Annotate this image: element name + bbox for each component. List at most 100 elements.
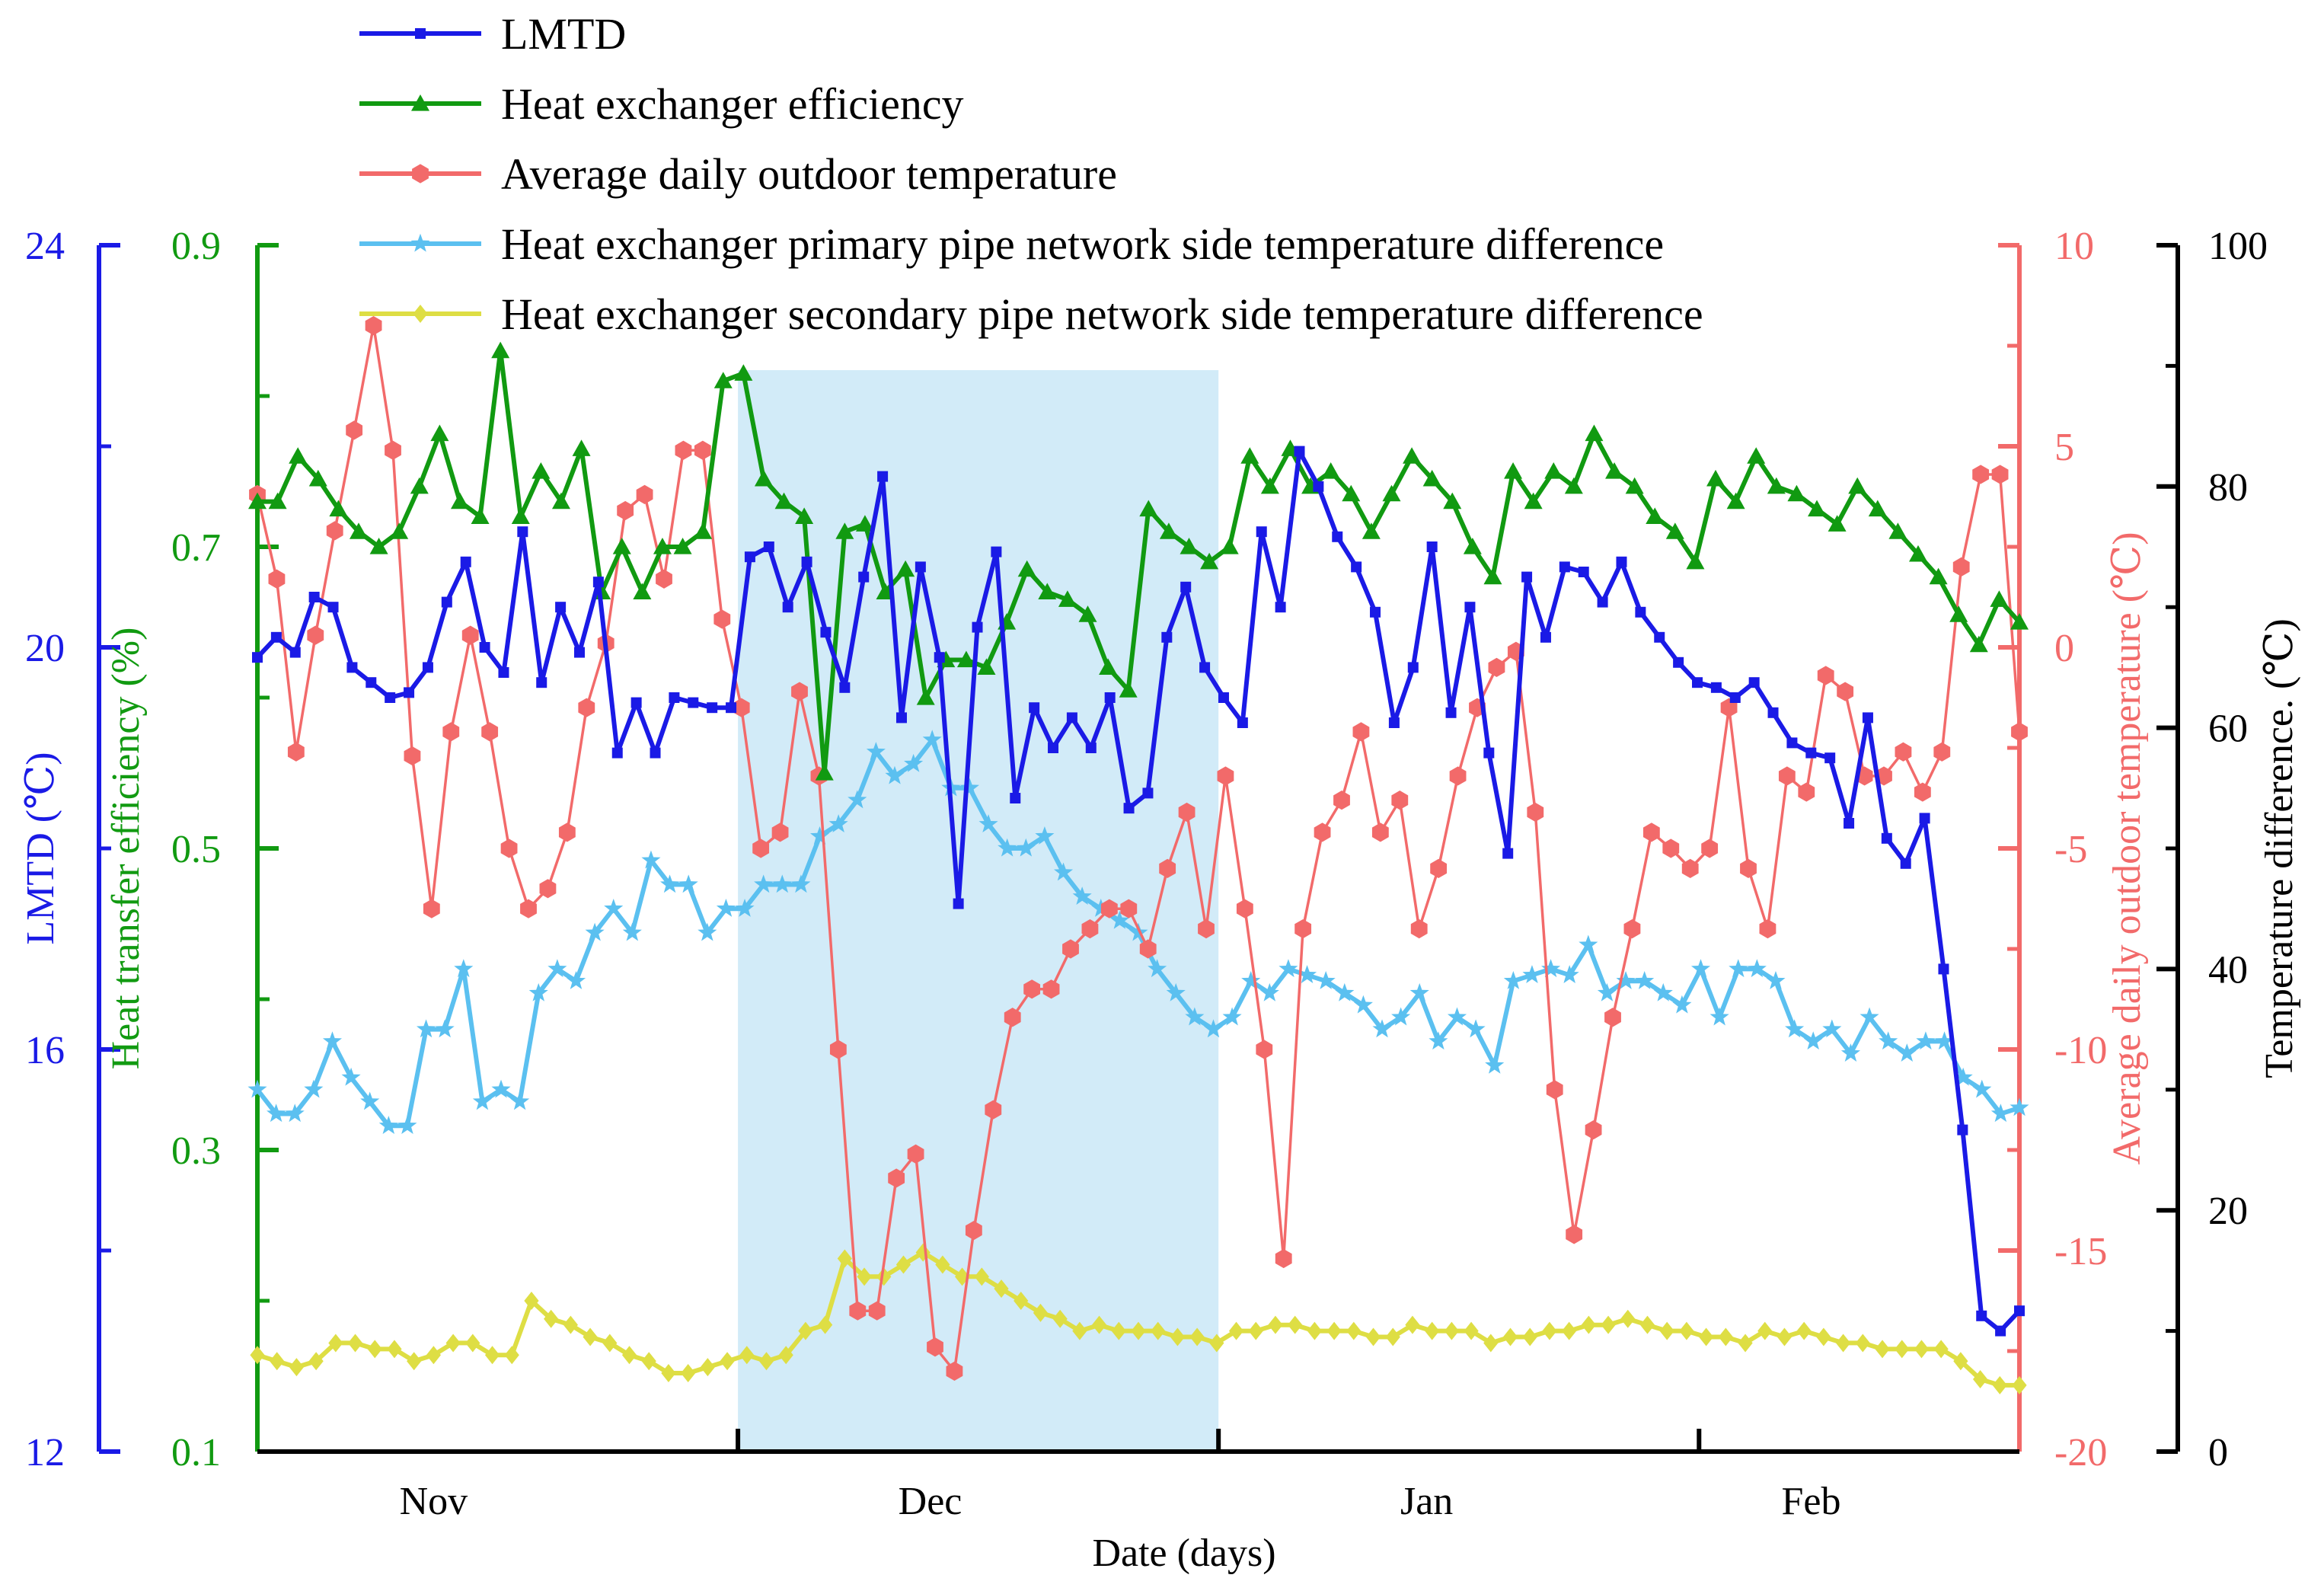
data-point bbox=[1916, 1031, 1936, 1050]
data-point bbox=[1564, 477, 1583, 494]
data-point bbox=[347, 1334, 363, 1353]
data-point bbox=[935, 1255, 950, 1274]
y-tick-label-temp: 0 bbox=[2054, 627, 2074, 670]
data-point bbox=[1778, 766, 1796, 786]
data-point bbox=[1313, 481, 1324, 492]
y-axis-title-diff: Temperature difference. (℃) bbox=[2258, 618, 2301, 1078]
data-point bbox=[1969, 635, 1988, 653]
x-tick-label: Nov bbox=[400, 1480, 468, 1523]
data-point bbox=[1403, 447, 1422, 464]
data-point bbox=[1120, 899, 1138, 918]
data-point bbox=[1279, 959, 1298, 978]
y-tick-label-diff: 80 bbox=[2208, 466, 2248, 509]
data-point bbox=[308, 592, 320, 602]
data-point bbox=[472, 1091, 492, 1110]
data-point bbox=[498, 667, 509, 678]
legend-label: Average daily outdoor temperature bbox=[501, 149, 1117, 199]
data-point bbox=[1824, 752, 1836, 764]
data-point bbox=[1623, 919, 1641, 939]
data-point bbox=[1483, 567, 1502, 585]
x-axis: Nov Dec Jan Feb Date (days) bbox=[257, 1429, 2019, 1575]
data-point bbox=[2011, 722, 2028, 742]
data-point bbox=[1081, 919, 1099, 939]
data-point bbox=[778, 1346, 793, 1365]
data-point bbox=[1142, 787, 1154, 799]
data-point bbox=[1189, 1327, 1205, 1346]
data-point bbox=[946, 1361, 963, 1381]
data-point bbox=[1679, 1321, 1694, 1340]
data-point bbox=[1718, 1327, 1733, 1346]
data-point bbox=[1895, 742, 1912, 762]
data-point bbox=[441, 596, 452, 608]
data-point bbox=[641, 1352, 656, 1371]
data-point bbox=[858, 571, 870, 583]
data-point bbox=[1933, 742, 1951, 762]
data-point bbox=[1844, 818, 1855, 829]
y-tick-label-lmtd: 12 bbox=[25, 1431, 65, 1474]
data-point bbox=[285, 1104, 305, 1123]
y-axis-title-temp: Average daily outdoor temperature (℃) bbox=[2105, 532, 2149, 1164]
data-point bbox=[1798, 782, 1815, 802]
data-point bbox=[1672, 995, 1692, 1014]
data-point bbox=[1879, 1031, 1898, 1050]
data-point bbox=[791, 682, 808, 701]
y-tick-label-lmtd: 16 bbox=[25, 1029, 65, 1072]
y-tick-label-temp: -20 bbox=[2054, 1431, 2107, 1474]
data-point bbox=[1203, 1019, 1224, 1038]
data-point bbox=[1485, 1055, 1505, 1074]
data-point bbox=[602, 1334, 618, 1353]
data-point bbox=[1430, 858, 1448, 878]
data-point bbox=[694, 440, 711, 460]
data-point bbox=[1585, 1120, 1602, 1140]
y-axis-eff: 0.1 0.3 0.5 0.7 0.9 Heat transfer efficiency … bbox=[104, 225, 279, 1474]
data-point bbox=[752, 839, 770, 858]
data-point bbox=[1464, 602, 1476, 613]
data-point bbox=[829, 1040, 847, 1059]
legend: LMTD Heat exchanger efficiency Average dai… bbox=[359, 9, 1703, 339]
data-point bbox=[669, 692, 680, 703]
data-point bbox=[1976, 1310, 1987, 1321]
data-point bbox=[1503, 971, 1523, 989]
data-point bbox=[270, 1352, 285, 1371]
data-point bbox=[1180, 538, 1199, 554]
data-point bbox=[904, 753, 924, 772]
data-point bbox=[1546, 1080, 1563, 1100]
data-point bbox=[1260, 477, 1279, 494]
series-eff-1 bbox=[248, 341, 2029, 781]
data-point bbox=[1370, 606, 1381, 618]
data-point bbox=[617, 500, 634, 521]
data-point bbox=[1740, 858, 1757, 878]
data-point bbox=[1786, 737, 1798, 749]
data-point bbox=[366, 677, 377, 688]
y-tick-label-eff: 0.3 bbox=[171, 1129, 221, 1173]
data-point bbox=[1662, 839, 1680, 858]
data-point bbox=[1581, 1315, 1596, 1334]
data-point bbox=[1914, 1340, 1930, 1359]
data-point bbox=[837, 1249, 852, 1268]
data-point bbox=[1488, 657, 1505, 677]
series-layer bbox=[247, 316, 2029, 1394]
data-point bbox=[500, 839, 518, 858]
data-point bbox=[247, 1079, 267, 1098]
data-point bbox=[916, 688, 935, 705]
data-point bbox=[1385, 1327, 1400, 1346]
data-point bbox=[707, 702, 718, 714]
data-point bbox=[1483, 747, 1495, 759]
data-point bbox=[1706, 469, 1725, 487]
data-point bbox=[1483, 1334, 1499, 1353]
data-point bbox=[1642, 823, 1660, 842]
data-point bbox=[435, 1019, 455, 1038]
data-point bbox=[1692, 677, 1703, 688]
data-point bbox=[461, 625, 479, 645]
data-point bbox=[578, 698, 595, 717]
data-point bbox=[308, 1352, 324, 1371]
data-point bbox=[1429, 1031, 1448, 1050]
data-point bbox=[1275, 602, 1286, 613]
data-point bbox=[739, 1346, 755, 1365]
data-point bbox=[1321, 462, 1340, 479]
data-point bbox=[268, 492, 287, 509]
data-point bbox=[430, 424, 449, 442]
axes-layer: 12 16 20 24 LMTD (℃) 0.1 0.3 0.5 0.7 0.9 Heat tran… bbox=[19, 225, 2301, 1575]
data-point bbox=[1748, 677, 1760, 688]
data-point bbox=[1099, 658, 1118, 675]
